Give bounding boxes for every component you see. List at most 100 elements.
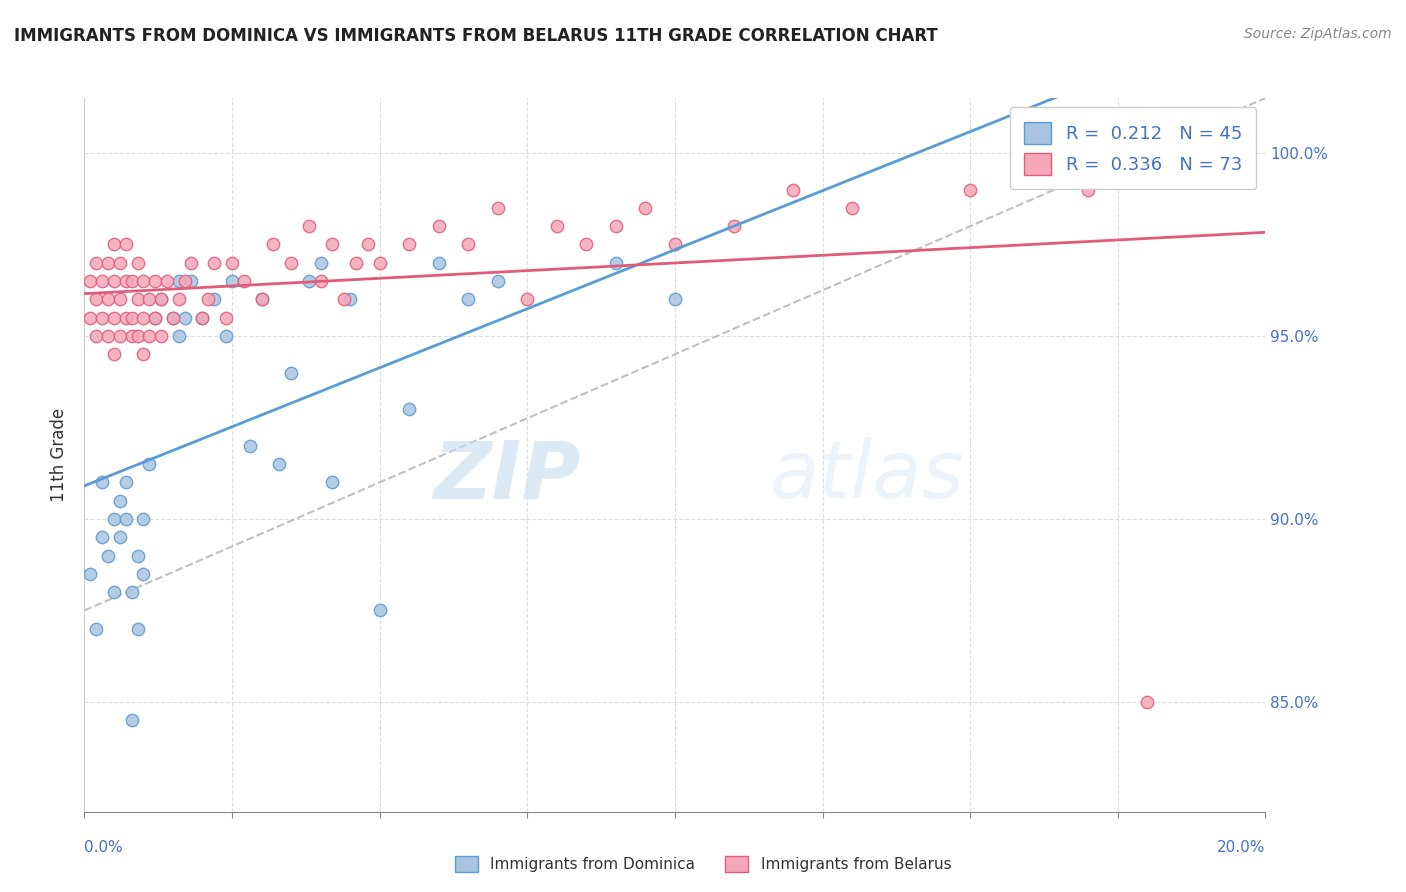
Point	[79, 274, 101, 288]
Point	[103, 512, 125, 526]
Point	[150, 293, 173, 307]
Point	[91, 530, 114, 544]
Point	[162, 310, 184, 325]
Point	[121, 713, 143, 727]
Point	[427, 219, 450, 234]
Point	[103, 585, 125, 599]
Point	[215, 329, 238, 343]
Text: Source: ZipAtlas.com: Source: ZipAtlas.com	[1244, 27, 1392, 41]
Point	[108, 293, 131, 307]
Point	[138, 293, 160, 307]
Point	[1195, 128, 1218, 142]
Point	[221, 256, 243, 270]
Text: 20.0%: 20.0%	[1218, 840, 1265, 855]
Point	[84, 256, 107, 270]
Point	[108, 329, 131, 343]
Point	[664, 237, 686, 252]
Point	[959, 183, 981, 197]
Point	[121, 310, 143, 325]
Point	[250, 293, 273, 307]
Point	[191, 310, 214, 325]
Point	[127, 549, 149, 563]
Point	[162, 310, 184, 325]
Point	[132, 310, 155, 325]
Text: ZIP: ZIP	[433, 437, 581, 516]
Point	[108, 493, 131, 508]
Point	[180, 274, 202, 288]
Text: IMMIGRANTS FROM DOMINICA VS IMMIGRANTS FROM BELARUS 11TH GRADE CORRELATION CHART: IMMIGRANTS FROM DOMINICA VS IMMIGRANTS F…	[14, 27, 938, 45]
Text: 0.0%: 0.0%	[84, 840, 124, 855]
Point	[127, 256, 149, 270]
Point	[127, 329, 149, 343]
Point	[1195, 128, 1218, 142]
Point	[132, 274, 155, 288]
Point	[79, 566, 101, 581]
Point	[167, 329, 190, 343]
Point	[173, 310, 195, 325]
Point	[321, 237, 343, 252]
Point	[108, 530, 131, 544]
Point	[605, 219, 627, 234]
Point	[269, 457, 291, 471]
Point	[97, 293, 120, 307]
Point	[114, 512, 136, 526]
Point	[398, 402, 420, 417]
Point	[91, 274, 114, 288]
Point	[232, 274, 254, 288]
Point	[202, 256, 225, 270]
Point	[143, 310, 166, 325]
Point	[280, 256, 302, 270]
Point	[132, 566, 155, 581]
Point	[398, 237, 420, 252]
Point	[132, 347, 155, 361]
Point	[215, 310, 238, 325]
Point	[1136, 695, 1159, 709]
Point	[103, 347, 125, 361]
Point	[114, 310, 136, 325]
Point	[79, 310, 101, 325]
Point	[546, 219, 568, 234]
Text: atlas: atlas	[769, 437, 965, 516]
Point	[127, 622, 149, 636]
Point	[841, 201, 863, 215]
Point	[167, 293, 190, 307]
Legend: Immigrants from Dominica, Immigrants from Belarus: Immigrants from Dominica, Immigrants fro…	[447, 848, 959, 880]
Point	[132, 512, 155, 526]
Point	[575, 237, 598, 252]
Point	[457, 293, 479, 307]
Point	[121, 585, 143, 599]
Point	[197, 293, 219, 307]
Point	[97, 256, 120, 270]
Point	[97, 329, 120, 343]
Point	[97, 549, 120, 563]
Point	[339, 293, 361, 307]
Point	[150, 293, 173, 307]
Point	[321, 475, 343, 490]
Point	[202, 293, 225, 307]
Point	[782, 183, 804, 197]
Point	[84, 622, 107, 636]
Point	[103, 310, 125, 325]
Point	[605, 256, 627, 270]
Point	[723, 219, 745, 234]
Point	[516, 293, 538, 307]
Point	[1077, 183, 1099, 197]
Point	[121, 329, 143, 343]
Point	[114, 237, 136, 252]
Point	[180, 256, 202, 270]
Point	[344, 256, 367, 270]
Point	[143, 310, 166, 325]
Point	[333, 293, 356, 307]
Point	[150, 329, 173, 343]
Point	[127, 293, 149, 307]
Y-axis label: 11th Grade: 11th Grade	[51, 408, 69, 502]
Point	[91, 475, 114, 490]
Point	[357, 237, 380, 252]
Point	[108, 256, 131, 270]
Point	[173, 274, 195, 288]
Point	[138, 457, 160, 471]
Point	[138, 329, 160, 343]
Point	[167, 274, 190, 288]
Point	[114, 274, 136, 288]
Point	[103, 274, 125, 288]
